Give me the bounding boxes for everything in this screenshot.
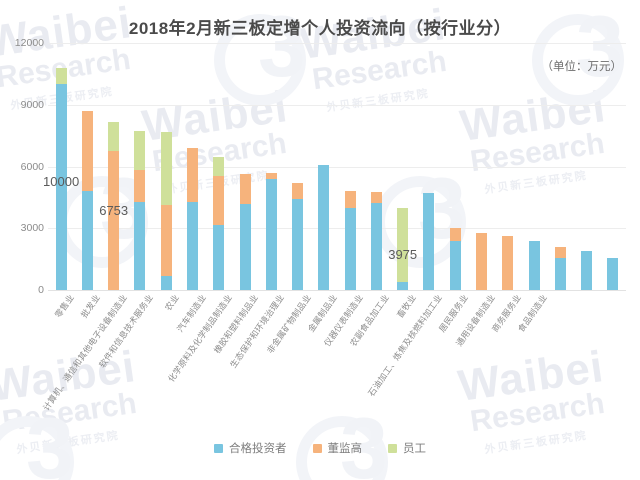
bar[interactable] <box>502 236 514 290</box>
bar-data-label: 3975 <box>388 247 418 263</box>
x-axis-labels: 零售业 批发业 计算机、通信和其他电子设备制造业 软件和信息技术服务业 农业 汽车制造业化… <box>41 292 626 442</box>
bar-segment-qualified-investor <box>423 193 435 290</box>
bar[interactable] <box>108 122 120 290</box>
bar-segment-director-supervisor-exec <box>187 147 198 202</box>
bar[interactable] <box>81 110 93 290</box>
chart-unit-note: （单位：万元） <box>541 61 623 73</box>
y-axis-tick-label: 9000 <box>20 98 44 111</box>
bar-segment-director-supervisor-exec <box>108 151 120 290</box>
bar-segment-director-supervisor-exec <box>449 228 461 241</box>
bar[interactable] <box>344 191 356 290</box>
bar[interactable] <box>318 165 330 290</box>
bar[interactable] <box>423 193 435 290</box>
bar-segment-employee <box>160 131 172 205</box>
bar-segment-qualified-investor <box>55 84 67 290</box>
bar-segment-qualified-investor <box>318 165 330 290</box>
bar-segment-qualified-investor <box>81 191 93 290</box>
legend-item[interactable]: 员工 <box>388 440 426 456</box>
bar-segment-director-supervisor-exec <box>239 173 251 204</box>
x-axis-tick-label: 畜牧业 <box>394 292 418 320</box>
bar-data-label: 10000 <box>43 174 80 190</box>
y-axis: 0 3000 6000 9000 12000 <box>0 37 44 296</box>
legend-item[interactable]: 董监高 <box>312 440 363 456</box>
legend-item[interactable]: 合格投资者 <box>214 440 287 456</box>
bar-segment-qualified-investor <box>292 199 304 290</box>
bar-segment-employee <box>108 122 120 152</box>
bar-segment-qualified-investor <box>397 282 409 290</box>
legend-label: 合格投资者 <box>229 443 287 455</box>
bar[interactable] <box>607 258 619 290</box>
gridline <box>48 43 626 44</box>
bar-segment-director-supervisor-exec <box>265 172 277 179</box>
x-axis-line <box>48 290 626 291</box>
y-axis-tick-label: 3000 <box>20 222 44 235</box>
bar-series: 10000 6753 3975 <box>43 43 626 290</box>
bar-segment-employee <box>213 157 225 176</box>
bar[interactable] <box>213 157 225 290</box>
x-axis-tick-label: 农业 <box>163 292 182 313</box>
legend-label: 员工 <box>403 443 426 455</box>
bar-segment-director-supervisor-exec <box>554 246 566 259</box>
bar-segment-director-supervisor-exec <box>344 191 356 208</box>
bar[interactable] <box>370 192 382 290</box>
bar-segment-director-supervisor-exec <box>292 182 304 200</box>
bar[interactable] <box>397 208 409 290</box>
bar-segment-qualified-investor <box>344 207 356 290</box>
bar[interactable] <box>292 182 304 290</box>
x-axis-tick-label: 批发业 <box>79 292 103 320</box>
bar[interactable] <box>55 67 67 290</box>
bar-segment-qualified-investor <box>160 275 172 290</box>
legend-swatch-icon <box>388 443 397 453</box>
legend-swatch-icon <box>312 443 322 453</box>
bar[interactable] <box>160 131 172 290</box>
bar-segment-qualified-investor <box>370 202 382 290</box>
bar-segment-qualified-investor <box>554 258 566 290</box>
bar[interactable] <box>528 240 540 290</box>
gridline <box>48 228 626 230</box>
y-axis-tick-label: 12000 <box>14 37 44 49</box>
bar[interactable] <box>449 228 461 290</box>
bar[interactable] <box>134 130 146 290</box>
bar[interactable] <box>581 250 593 290</box>
bar-segment-qualified-investor <box>239 203 251 290</box>
bar-segment-employee <box>397 208 409 283</box>
bar-segment-director-supervisor-exec <box>81 110 93 192</box>
bar-segment-qualified-investor <box>187 201 198 290</box>
bar[interactable] <box>476 233 487 290</box>
bar-segment-qualified-investor <box>528 240 540 290</box>
y-axis-tick-label: 6000 <box>20 160 44 173</box>
bar[interactable] <box>239 173 251 290</box>
bar-segment-director-supervisor-exec <box>213 175 225 226</box>
chart-title: 2018年2月新三板定增个人投资流向（按行业分） <box>128 19 512 38</box>
legend-label: 董监高 <box>327 443 363 455</box>
y-axis-tick-label: 0 <box>38 284 44 296</box>
bar-segment-director-supervisor-exec <box>502 236 514 290</box>
x-axis-tick-label: 零售业 <box>52 292 77 320</box>
gridline <box>48 166 626 168</box>
bar-segment-qualified-investor <box>134 201 146 290</box>
bar-segment-director-supervisor-exec <box>476 233 487 290</box>
bar-segment-qualified-investor <box>213 225 225 290</box>
bar-segment-qualified-investor <box>449 240 461 290</box>
bar-segment-director-supervisor-exec <box>160 204 172 276</box>
bar-segment-director-supervisor-exec <box>134 169 146 202</box>
gridline <box>48 104 626 106</box>
bar-segment-qualified-investor <box>265 178 277 290</box>
bar-segment-director-supervisor-exec <box>370 192 382 203</box>
bar[interactable] <box>265 172 277 290</box>
bar-segment-qualified-investor <box>581 250 593 290</box>
bar[interactable] <box>554 246 566 290</box>
bar-data-label: 6753 <box>99 202 129 218</box>
bar-segment-employee <box>55 67 67 85</box>
bar-segment-qualified-investor <box>607 258 619 290</box>
bar[interactable] <box>187 147 198 290</box>
plot-area: 10000 6753 3975 <box>43 43 626 291</box>
chart-legend: 合格投资者 董监高 员工 <box>0 440 640 456</box>
bar-segment-employee <box>134 130 146 170</box>
legend-swatch-icon <box>214 443 223 453</box>
